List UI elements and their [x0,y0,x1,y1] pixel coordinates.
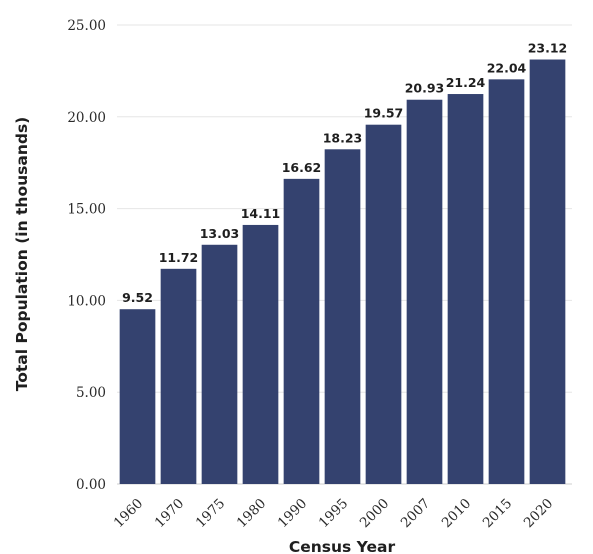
bar-value-label: 9.52 [122,290,153,305]
bar-value-label: 19.57 [364,106,404,121]
bar [242,224,279,484]
x-axis-ticks: 1960 1970 1975 1980 1990 1995 2000 2007 2010 2015… [111,496,557,532]
bar-value-label: 22.04 [487,60,527,75]
bar-value-label: 20.93 [405,81,445,96]
x-tick-label: 2000 [357,496,393,532]
bar [447,94,484,484]
x-tick-label: 1980 [234,496,270,532]
bar [488,79,525,485]
bar [160,268,197,484]
x-tick-label: 2020 [521,496,557,532]
x-tick-label: 1960 [111,496,147,532]
x-tick-label: 2007 [398,496,434,532]
bar-value-label: 16.62 [282,160,322,175]
bar [283,178,320,484]
bar-value-label: 18.23 [323,130,363,145]
bar [119,309,156,484]
bar [201,244,238,484]
y-axis-title: Total Population (in thousands) [13,117,31,392]
x-tick-label: 2010 [439,496,475,532]
x-tick-label: 1975 [193,496,229,532]
bar-value-label: 21.24 [446,75,486,90]
y-tick-label: 15.00 [67,202,106,218]
bar-value-label: 13.03 [200,226,240,241]
bar-value-label: 14.11 [241,206,281,221]
y-tick-label: 10.00 [67,293,106,309]
bar [324,149,361,485]
bar [529,59,566,485]
bar [406,99,443,485]
bars [119,59,566,485]
x-tick-label: 1995 [316,496,352,532]
y-tick-label: 20.00 [67,110,106,126]
x-tick-label: 2015 [480,496,516,532]
y-tick-label: 25.00 [67,18,106,34]
bar-value-label: 23.12 [528,41,568,56]
x-axis-title: Census Year [289,538,396,554]
bar [365,124,402,485]
x-tick-label: 1970 [152,496,188,532]
bar-value-label: 11.72 [159,250,199,265]
y-tick-label: 5.00 [76,385,106,401]
y-tick-label: 0.00 [76,477,106,493]
y-axis-ticks: 0.00 5.00 10.00 15.00 20.00 25.00 [67,18,106,493]
x-tick-label: 1990 [275,496,311,532]
